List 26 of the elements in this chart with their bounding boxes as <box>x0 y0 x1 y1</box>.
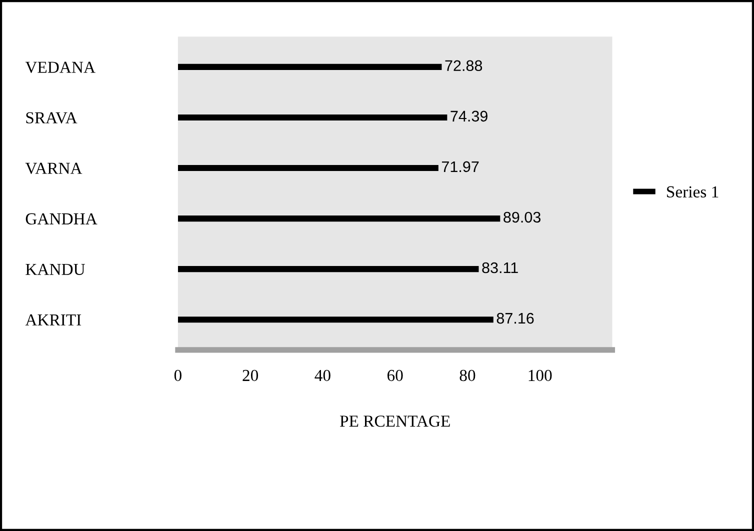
data-label: 89.03 <box>504 212 540 223</box>
y-tick-label: KANDU <box>26 264 85 276</box>
data-label: 72.88 <box>445 60 482 72</box>
y-tick-label: VEDANA <box>25 62 96 73</box>
x-axis-title: PE RCENTAGE <box>340 416 450 427</box>
y-tick-label: VARNA <box>25 162 82 174</box>
data-label: 87.16 <box>496 312 534 324</box>
x-tick-label: 0 <box>174 370 182 382</box>
y-tick-label: GANDHA <box>26 213 98 224</box>
y-tick-label: SRAVA <box>26 112 78 124</box>
x-tick-label: 80 <box>460 370 476 382</box>
data-label: 74.39 <box>450 110 488 122</box>
y-tick-label: AKRITI <box>25 314 82 326</box>
bar <box>178 316 494 323</box>
x-tick-label: 100 <box>528 370 552 382</box>
bar <box>178 216 500 222</box>
x-tick-label: 40 <box>314 370 330 382</box>
x-tick-label: 60 <box>387 370 403 382</box>
data-label: 71.97 <box>442 161 479 172</box>
data-label: 83.11 <box>482 262 518 274</box>
bar <box>178 164 438 172</box>
x-tick-label: 20 <box>242 370 258 382</box>
bar <box>178 64 442 70</box>
legend-label: Series 1 <box>667 186 718 198</box>
bar <box>178 266 479 272</box>
bar <box>178 114 448 121</box>
